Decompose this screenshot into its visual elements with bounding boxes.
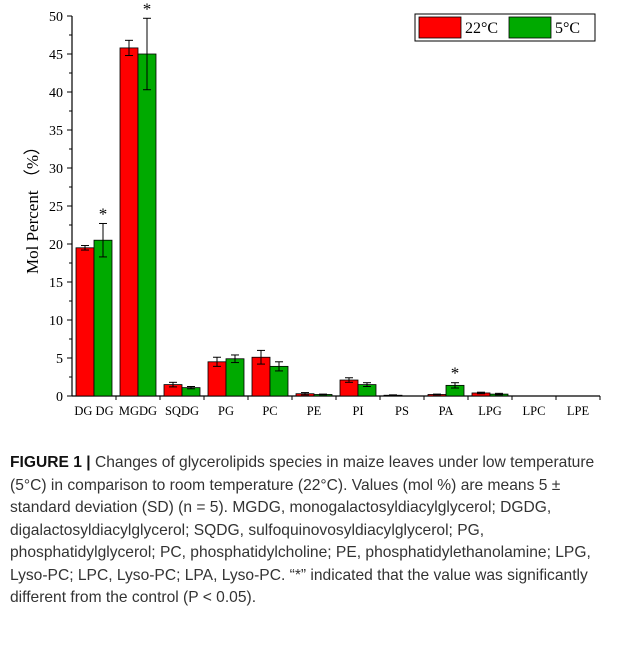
figure-label: FIGURE 1 |: [10, 454, 91, 471]
x-tick-label: PG: [218, 404, 234, 418]
x-tick-label: PC: [262, 404, 277, 418]
y-tick-label: 20: [49, 238, 63, 253]
x-tick-label: SQDG: [165, 404, 199, 418]
bar-red: [75, 247, 95, 397]
legend-swatch-green: [508, 16, 552, 39]
x-tick-label: LPE: [567, 404, 590, 418]
bar-green: [225, 358, 245, 397]
legend-label: 22°C: [465, 20, 498, 37]
x-tick-label: MGDG: [119, 404, 157, 418]
x-tick-label: LPG: [478, 404, 502, 418]
bar-red: [207, 361, 227, 397]
significance-asterisk: *: [99, 204, 108, 223]
x-tick-label: LPC: [523, 404, 546, 418]
legend-label: 5°C: [555, 20, 580, 37]
caption-text: Changes of glycerolipids species in maiz…: [10, 454, 595, 606]
significance-asterisk: *: [143, 0, 152, 18]
y-tick-label: 25: [49, 200, 63, 215]
y-axis-label: Mol Percent （%）: [23, 138, 42, 274]
significance-asterisk: *: [451, 364, 460, 383]
y-tick-label: 50: [49, 10, 63, 25]
bar-chart: 0 5 10 15 20 25 30 35 40 45 50 Mol Percent （%） DG DG…: [23, 0, 601, 418]
y-tick-label: 0: [56, 390, 63, 405]
x-tick-label: PA: [439, 404, 454, 418]
figure-caption: FIGURE 1 | Changes of glycerolipids spec…: [10, 452, 618, 610]
chart-svg: 0 5 10 15 20 25 30 35 40 45 50 Mol Percent （%） DG DG…: [23, 0, 601, 418]
x-tick-label: PE: [307, 404, 322, 418]
x-tick-label: PI: [352, 404, 363, 418]
bar-green: [137, 53, 157, 397]
y-tick-label: 15: [49, 276, 63, 291]
x-tick-label: DG DG: [74, 404, 113, 418]
legend-swatch-red: [418, 16, 462, 39]
y-tick-label: 45: [49, 48, 63, 63]
x-tick-label: PS: [395, 404, 409, 418]
y-tick-label: 5: [56, 352, 63, 367]
y-tick-label: 40: [49, 86, 63, 101]
bar-green: [93, 239, 113, 397]
y-tick-label: 35: [49, 124, 63, 139]
bar-red: [119, 47, 139, 397]
y-tick-label: 30: [49, 162, 63, 177]
y-tick-label: 10: [49, 314, 63, 329]
